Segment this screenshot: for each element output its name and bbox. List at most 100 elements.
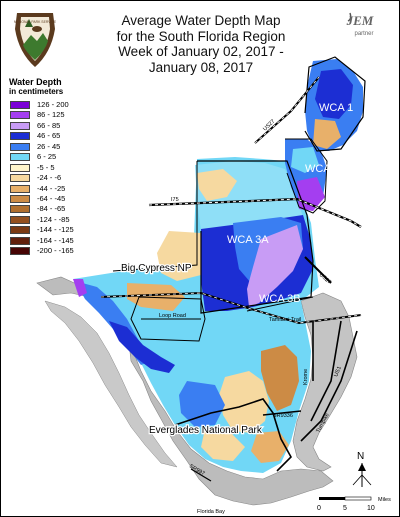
map-title: Average Water Depth Map for the South Fl… <box>71 13 331 75</box>
depth-region-south-blue <box>179 381 225 427</box>
title-line-4: January 08, 2017 <box>148 59 254 75</box>
legend-swatch <box>10 247 30 256</box>
park-boundary-wca2 <box>285 138 328 214</box>
scale-bar: 0 5 10 Miles <box>317 496 391 512</box>
park-boundary-everglades <box>174 398 292 472</box>
legend-item: -5 - 5 <box>9 163 63 173</box>
road-sr9336 <box>262 410 302 416</box>
park-boundary-big-cypress <box>112 161 198 272</box>
park-boundary-wca3b <box>246 296 314 312</box>
legend: Water Depth in centimeters 126 - 200 86 -… <box>9 77 74 257</box>
legend-swatch <box>10 174 30 183</box>
area-labels: WCA 1 WCA 2 WCA 3A WCA 3B Big Cypress NP… <box>120 102 353 437</box>
coastline-land <box>36 276 334 506</box>
legend-item: 46 - 65 <box>9 131 63 141</box>
label-i75: I75 <box>171 197 179 203</box>
depth-region-tan-center <box>127 283 185 311</box>
legend-item: -84 - -65 <box>9 204 65 214</box>
depth-region-west-purple <box>73 279 87 297</box>
legend-item: -200 - -165 <box>9 246 74 256</box>
legend-label: -5 - 5 <box>37 162 55 172</box>
coastline-islands <box>44 300 178 468</box>
legend-label: -44 - -25 <box>37 183 66 193</box>
depth-region-wca1-tan <box>313 119 341 149</box>
depth-region-wca3a-purple <box>247 225 303 307</box>
legend-swatch <box>10 226 30 235</box>
title-line-3: Week of January 02, 2017 - <box>118 44 284 59</box>
depth-region-sw-tan <box>201 429 245 461</box>
legend-swatch <box>10 101 30 109</box>
road-us27 <box>304 256 332 284</box>
legend-label: 46 - 65 <box>37 131 61 141</box>
legend-swatch <box>10 121 30 130</box>
road-us1 <box>300 330 358 442</box>
road-turnpike <box>310 320 342 422</box>
road-us27-north-dash <box>254 76 320 144</box>
scale-unit: Miles <box>378 497 391 503</box>
depth-region-south-orange <box>261 345 299 411</box>
boundaries <box>112 56 366 472</box>
label-wca3a: WCA 3A <box>227 234 269 246</box>
legend-item: 86 - 125 <box>9 110 65 120</box>
scale-tick-5: 5 <box>343 505 347 512</box>
jem-logo-sub: partner <box>354 31 373 37</box>
roads <box>100 76 362 482</box>
legend-swatch <box>10 153 30 162</box>
legend-item: 26 - 45 <box>9 142 63 152</box>
title-line-2: for the South Florida Region <box>116 28 286 44</box>
label-wca3b: WCA 3B <box>259 293 301 305</box>
legend-swatch <box>10 142 30 151</box>
road-i75-dash <box>148 198 362 228</box>
legend-subtitle: in centimeters <box>9 87 64 96</box>
legend-swatch <box>10 111 30 120</box>
road-sr997 <box>190 468 212 482</box>
label-wca1: WCA 1 <box>319 102 353 114</box>
label-krome: Krome <box>303 369 309 385</box>
depth-region-wca2-light <box>291 147 319 173</box>
jem-logo: JEM partner <box>346 12 374 37</box>
label-everglades: Everglades National Park <box>149 425 263 436</box>
legend-item: -24 - -6 <box>9 173 63 183</box>
legend-item: -144 - -125 <box>9 225 74 235</box>
legend-label: 26 - 45 <box>37 141 61 151</box>
legend-item: 126 - 200 <box>9 100 69 110</box>
legend-title: Water Depth <box>9 77 62 87</box>
legend-item: 6 - 25 <box>9 152 63 162</box>
label-tamiami: Tamiami Trail <box>269 317 301 323</box>
park-boundary-wca3 <box>197 160 314 314</box>
legend-item: -64 - -45 <box>9 193 66 204</box>
depth-region-west-deep <box>109 321 175 373</box>
label-wca2: WCA 2 <box>305 163 339 175</box>
legend-items: 126 - 200 86 - 125 66 - 85 46 - 65 26 - 45 6 … <box>9 100 74 257</box>
legend-label: 6 - 25 <box>37 152 57 162</box>
legend-swatch <box>10 163 30 172</box>
north-arrow: N <box>352 451 372 487</box>
park-boundary-wca1 <box>304 56 366 152</box>
scale-tick-0: 0 <box>317 505 321 512</box>
label-us1: US1 <box>333 366 343 378</box>
depth-region-wca1-deep <box>315 69 353 119</box>
label-loop-road: Loop Road <box>159 313 186 319</box>
nps-logo: NATIONAL PARK SERVICE <box>14 13 57 67</box>
legend-label: -24 - -6 <box>37 173 62 183</box>
legend-label: -144 - -125 <box>37 225 74 235</box>
legend-label: 66 - 85 <box>37 120 61 130</box>
legend-swatch <box>10 132 30 141</box>
legend-swatch <box>10 205 30 214</box>
legend-label: -64 - -45 <box>37 193 66 203</box>
legend-item: -44 - -25 <box>9 183 66 194</box>
park-boundary-loop <box>130 296 206 342</box>
legend-item: -164 - -145 <box>9 236 74 246</box>
legend-label: 126 - 200 <box>37 100 69 109</box>
legend-label: -200 - -165 <box>37 246 74 256</box>
label-us27: US27 <box>318 272 332 286</box>
north-label: N <box>357 451 364 462</box>
east-coast-land <box>292 292 358 472</box>
legend-item: -124 - -85 <box>9 215 70 225</box>
legend-item: 66 - 85 <box>9 121 63 131</box>
title-line-1: Average Water Depth Map <box>121 13 281 28</box>
nps-logo-text: NATIONAL PARK SERVICE <box>14 20 57 24</box>
legend-label: -124 - -85 <box>37 214 70 224</box>
legend-label: 86 - 125 <box>37 110 65 120</box>
